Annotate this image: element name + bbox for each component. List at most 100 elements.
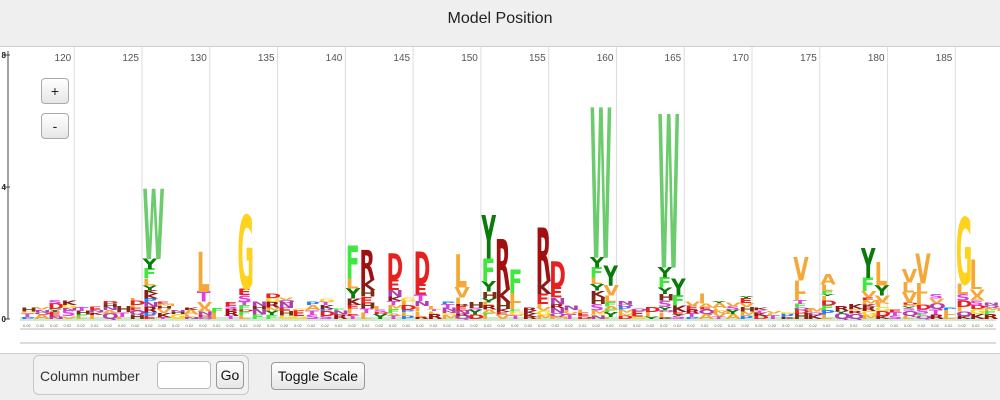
logo-letter: Y <box>263 310 279 317</box>
logo-letter: F <box>332 308 346 311</box>
column-footer-label: 0.02 <box>375 323 384 328</box>
logo-letter: L <box>427 311 440 315</box>
column-footer-label: 0.02 <box>36 323 45 328</box>
logo-letter: T <box>387 300 401 306</box>
logo-letter: F <box>671 293 685 309</box>
logo-letter: K <box>61 299 77 306</box>
column-footer-label: 0.02 <box>64 323 73 328</box>
logo-letter: K <box>847 303 863 311</box>
logo-letter: H <box>590 296 607 307</box>
logo-letter: I <box>820 295 827 302</box>
column-footer-label: 0.02 <box>633 323 642 328</box>
logo-letter: I <box>129 298 136 302</box>
logo-letter: I <box>414 305 421 314</box>
column-footer-label: 0.02 <box>565 323 574 328</box>
logo-letter: G <box>170 313 186 321</box>
logo-letter: D <box>793 309 810 315</box>
logo-letter: T <box>414 293 428 304</box>
go-button[interactable]: Go <box>216 361 244 389</box>
column-footer-label: 0.02 <box>497 323 506 328</box>
logo-letter: N <box>617 301 634 306</box>
column-footer-label: 0.02 <box>687 323 696 328</box>
zoom-out-button[interactable]: - <box>41 113 69 139</box>
logo-letter: Q <box>834 312 851 321</box>
logo-letter: E <box>414 282 428 298</box>
logo-letter: P <box>780 314 795 319</box>
logo-letter: Y <box>656 286 673 297</box>
logo-letter: Q <box>956 311 973 318</box>
logo-letter: F <box>237 304 251 311</box>
logo-letter: K <box>346 297 363 308</box>
logo-letter: R <box>847 311 862 315</box>
logo-letter: R <box>495 225 510 305</box>
y-tick-label: 8 <box>2 51 7 60</box>
logo-letter: K <box>319 305 335 310</box>
logo-letter: T <box>685 313 699 318</box>
logo-letter: N <box>983 302 1000 306</box>
column-footer-label: 0.02 <box>145 323 154 328</box>
logo-letter: T <box>427 309 441 312</box>
logo-letter: E <box>495 312 509 316</box>
logo-letter: S <box>590 302 604 313</box>
logo-letter: N <box>549 306 566 314</box>
logo-letter: L <box>75 317 88 320</box>
column-footer-label: 0.02 <box>538 323 547 328</box>
logo-letter: A <box>725 313 741 321</box>
logo-letter: L <box>902 315 915 320</box>
logo-letter: T <box>224 315 238 320</box>
logo-letter: E <box>387 278 401 294</box>
logo-letter: L <box>875 257 888 294</box>
logo-letter: V <box>969 288 984 299</box>
logo-letter: R <box>522 316 537 319</box>
logo-letter: F <box>210 307 224 314</box>
logo-letter: F <box>983 311 997 316</box>
logo-letter: I <box>115 316 122 319</box>
logo-letter: A <box>34 313 50 321</box>
toggle-scale-button[interactable]: Toggle Scale <box>271 362 365 390</box>
logo-letter: V <box>861 289 876 300</box>
logo-letter: L <box>359 316 372 320</box>
logo-letter: N <box>143 300 160 309</box>
logo-letter: F <box>237 311 251 317</box>
logo-letter: A <box>305 303 321 312</box>
column-footer-label: 0.02 <box>579 323 588 328</box>
logo-letter: E <box>454 305 468 312</box>
logo-letter: I <box>210 312 217 317</box>
logo-letter: Q <box>34 312 51 315</box>
logo-letter: I <box>793 292 800 303</box>
column-footer-label: 0.02 <box>199 323 208 328</box>
logo-letter: V <box>278 297 293 301</box>
logo-letter: F <box>265 314 279 320</box>
logo-letter: K <box>753 312 770 317</box>
logo-letter: Y <box>603 260 619 292</box>
logo-letter: L <box>915 281 928 297</box>
column-footer-label: 0.02 <box>118 323 127 328</box>
logo-letter: V <box>929 297 945 306</box>
logo-letter: V <box>563 311 578 315</box>
logo-letter: V <box>875 294 890 305</box>
logo-letter: P <box>617 306 632 311</box>
column-footer-label: 0.02 <box>958 323 967 328</box>
logo-letter: D <box>400 304 417 312</box>
logo-letter: I <box>875 304 882 309</box>
logo-letter: K <box>183 307 200 311</box>
logo-letter: Y <box>656 307 673 312</box>
logo-letter: G <box>292 309 308 312</box>
column-number-input[interactable] <box>157 361 211 389</box>
logo-letter: N <box>61 308 78 312</box>
logo-letter: M <box>536 315 556 320</box>
logo-letter: S <box>929 293 943 300</box>
logo-letter: S <box>305 314 319 321</box>
logo-letter: H <box>278 310 295 317</box>
zoom-in-button[interactable]: + <box>41 78 69 104</box>
column-footer-label: 0.02 <box>443 323 452 328</box>
logo-letter: M <box>265 307 285 312</box>
logo-letter: S <box>373 310 387 313</box>
logo-letter: D <box>129 300 146 307</box>
logo-letter: R <box>685 309 700 315</box>
logo-letter: G <box>278 315 294 320</box>
logo-letter: Q <box>915 315 932 320</box>
logo-letter: M <box>549 316 569 320</box>
logo-letter: S <box>48 300 62 305</box>
